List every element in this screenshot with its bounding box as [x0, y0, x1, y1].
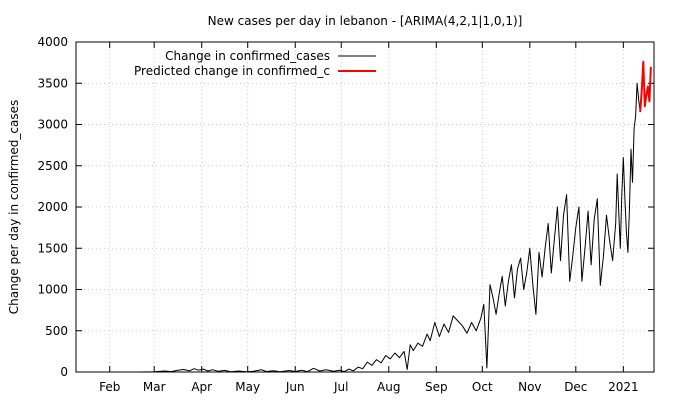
legend-label: Predicted change in confirmed_c [134, 64, 330, 78]
x-tick-label: Dec [564, 380, 587, 394]
y-tick-label: 1500 [37, 241, 68, 255]
chart-title: New cases per day in lebanon - [ARIMA(4,… [208, 14, 523, 28]
y-tick-label: 3000 [37, 118, 68, 132]
x-tick-label: Aug [377, 380, 400, 394]
x-tick-label: Apr [191, 380, 212, 394]
x-tick-label: May [235, 380, 260, 394]
x-tick-label: Sep [425, 380, 448, 394]
y-axis-label: Change per day in confirmed_cases [7, 100, 21, 315]
axis-ticks: 0 500 1000 1500 2000 2500 3000 3500 4000 Feb Mar Ap… [37, 35, 654, 394]
y-tick-label: 2000 [37, 200, 68, 214]
series-line-predicted [639, 60, 652, 113]
y-tick-label: 2500 [37, 159, 68, 173]
y-tick-label: 500 [45, 324, 68, 338]
y-tick-label: 4000 [37, 35, 68, 49]
y-tick-label: 1000 [37, 283, 68, 297]
x-tick-label: Jun [285, 380, 305, 394]
x-tick-label: Oct [472, 380, 493, 394]
legend-label: Change in confirmed_cases [165, 49, 330, 63]
x-tick-label: Nov [518, 380, 541, 394]
y-tick-label: 3500 [37, 76, 68, 90]
x-tick-label: Jul [333, 380, 348, 394]
x-tick-label: Mar [143, 380, 166, 394]
series-line-actual [140, 82, 641, 373]
x-tick-label: Feb [99, 380, 120, 394]
series-layer [140, 60, 652, 373]
y-tick-label: 0 [60, 365, 68, 379]
x-tick-label: 2021 [608, 380, 639, 394]
